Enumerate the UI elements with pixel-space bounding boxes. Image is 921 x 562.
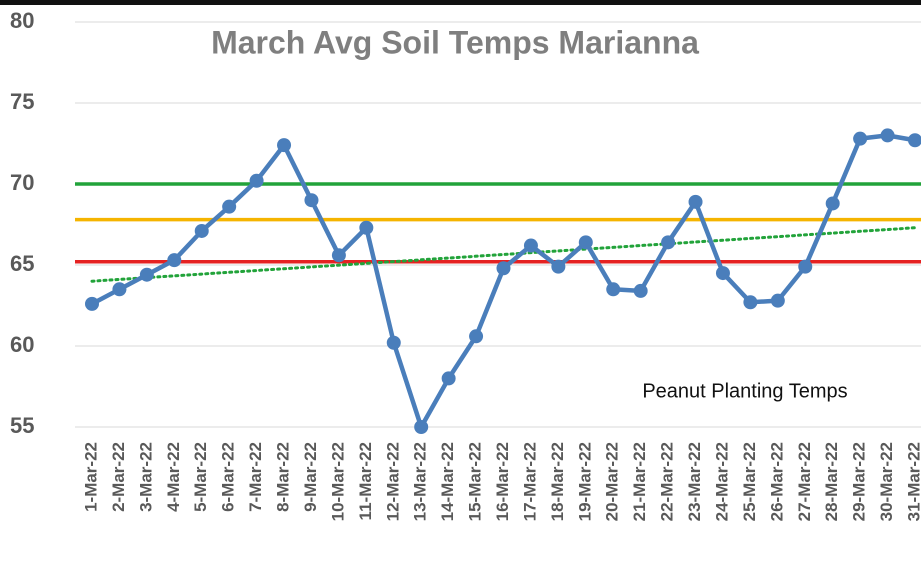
y-tick-label: 80 [10, 8, 34, 33]
y-tick-label: 55 [10, 413, 34, 438]
x-tick-label: 20-Mar-22 [603, 442, 622, 521]
x-tick-label: 18-Mar-22 [548, 442, 567, 521]
x-tick-label: 14-Mar-22 [438, 442, 457, 521]
chart-title: March Avg Soil Temps Marianna [211, 24, 699, 60]
data-point [688, 194, 703, 209]
data-point [578, 235, 593, 250]
x-tick-label: 9-Mar-22 [301, 442, 320, 512]
annotation: Peanut Planting Temps [642, 380, 847, 402]
x-tick-label: 26-Mar-22 [767, 442, 786, 521]
data-point [770, 293, 785, 308]
data-point [194, 223, 209, 238]
x-tick-label: 16-Mar-22 [493, 442, 512, 521]
data-point [633, 283, 648, 298]
data-point [606, 282, 621, 297]
x-tick-label: 21-Mar-22 [630, 442, 649, 521]
data-point [853, 131, 868, 146]
data-point [249, 173, 264, 188]
data-point [661, 235, 676, 250]
data-point [359, 220, 374, 235]
x-tick-label: 15-Mar-22 [466, 442, 485, 521]
x-tick-label: 10-Mar-22 [328, 442, 347, 521]
data-point [798, 259, 813, 274]
x-tick-label: 2-Mar-22 [109, 442, 128, 512]
data-point [880, 128, 895, 143]
x-tick-label: 31-Mar-22 [904, 442, 921, 521]
x-tick-label: 17-Mar-22 [520, 442, 539, 521]
data-point [304, 193, 319, 208]
y-tick-label: 65 [10, 251, 34, 276]
x-tick-label: 27-Mar-22 [795, 442, 814, 521]
x-tick-label: 4-Mar-22 [164, 442, 183, 512]
data-point [414, 420, 429, 434]
x-tick-label: 12-Mar-22 [383, 442, 402, 521]
x-tick-label: 22-Mar-22 [658, 442, 677, 521]
data-point [715, 266, 730, 281]
data-point [167, 253, 182, 268]
x-tick-label: 6-Mar-22 [219, 442, 238, 512]
data-point [222, 199, 237, 214]
data-point [908, 133, 921, 148]
x-tick-label: 23-Mar-22 [685, 442, 704, 521]
x-tick-label: 13-Mar-22 [411, 442, 430, 521]
data-point [139, 267, 154, 282]
x-tick-label: 29-Mar-22 [850, 442, 869, 521]
x-tick-label: 28-Mar-22 [822, 442, 841, 521]
data-point [331, 248, 346, 263]
data-point [551, 259, 566, 274]
data-point [85, 296, 99, 311]
data-point [469, 329, 484, 344]
x-tick-label: 19-Mar-22 [575, 442, 594, 521]
x-tick-label: 5-Mar-22 [191, 442, 210, 512]
x-tick-label: 7-Mar-22 [246, 442, 265, 512]
trendline [90, 226, 917, 283]
x-tick-label: 3-Mar-22 [136, 442, 155, 512]
y-tick-label: 75 [10, 89, 34, 114]
data-point [496, 261, 511, 276]
x-tick-label: 11-Mar-22 [356, 442, 375, 520]
x-tick-label: 24-Mar-22 [712, 442, 731, 521]
x-tick-label: 1-Mar-22 [81, 442, 100, 512]
x-tick-label: 8-Mar-22 [274, 442, 293, 512]
x-tick-label: 25-Mar-22 [740, 442, 759, 521]
data-point [825, 196, 840, 211]
data-point [441, 371, 456, 386]
data-point [112, 282, 127, 297]
y-tick-label: 70 [10, 170, 34, 195]
top-border [0, 0, 921, 5]
data-point [277, 138, 292, 153]
x-tick-label: 30-Mar-22 [877, 442, 896, 521]
data-point [743, 295, 758, 310]
data-point [386, 335, 401, 350]
y-tick-label: 60 [10, 332, 34, 357]
data-point [523, 238, 538, 253]
